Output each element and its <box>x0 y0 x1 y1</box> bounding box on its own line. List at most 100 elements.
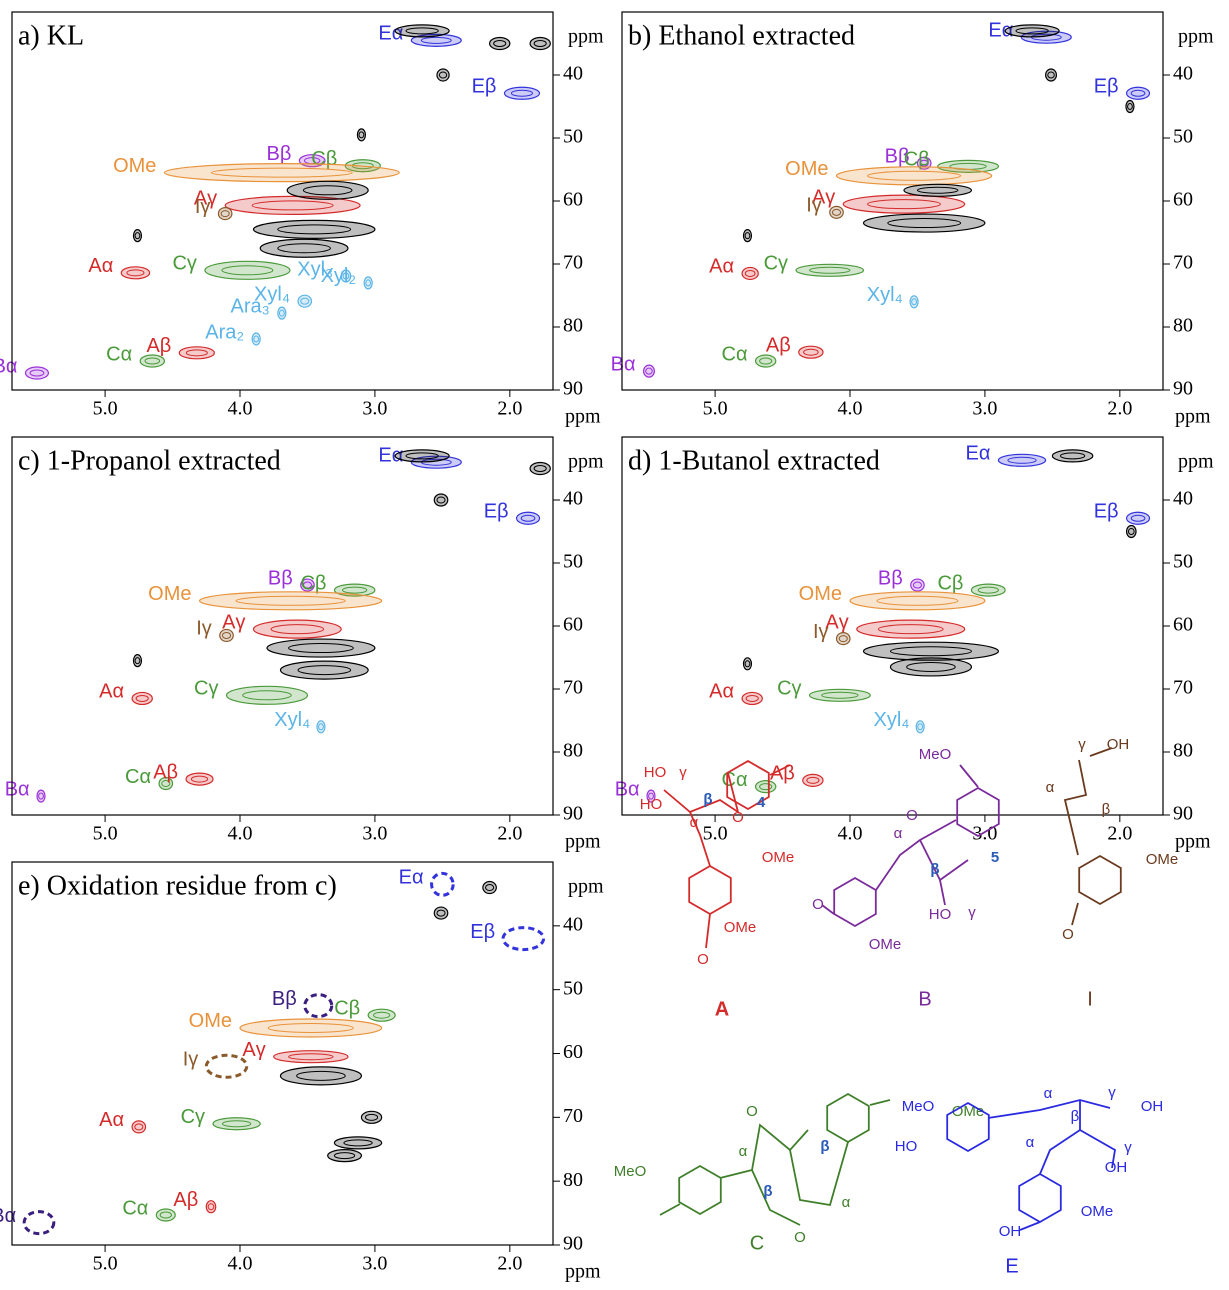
atom-label: α <box>739 1143 748 1160</box>
cross-peak <box>830 206 843 218</box>
ring <box>1019 1174 1061 1222</box>
atom-label: OMe <box>724 919 757 936</box>
atom-label: α <box>690 814 699 831</box>
x-tick-label: 4.0 <box>228 1253 253 1275</box>
cross-peak <box>186 773 213 785</box>
cross-peak <box>504 87 539 99</box>
x-tick-label: 3.0 <box>362 398 387 420</box>
cross-peak <box>1046 69 1057 81</box>
y-tick-label: 60 <box>563 1041 583 1063</box>
peak-label: Aβ <box>146 335 171 357</box>
bond <box>752 1170 800 1225</box>
bond <box>1040 1130 1080 1174</box>
x-tick-label: 2.0 <box>497 398 522 420</box>
atom-label: O <box>732 809 744 826</box>
cross-peak <box>395 25 449 37</box>
x-tick-label: 2.0 <box>497 1253 522 1275</box>
atom-label: α <box>1046 779 1055 796</box>
bond <box>1065 760 1086 855</box>
peak-label: Aα <box>709 256 734 278</box>
x-tick-label: 5.0 <box>93 1253 118 1275</box>
y-tick-label: 60 <box>563 614 583 636</box>
peak-label: Aα <box>99 1109 124 1131</box>
cross-peak <box>287 181 368 199</box>
y-tick-label: 40 <box>563 63 583 85</box>
ring <box>827 1094 869 1142</box>
cross-peak <box>857 620 965 638</box>
x-axis-unit: ppm <box>565 831 601 853</box>
atom-label: γ <box>1124 1139 1132 1156</box>
peak-label: Cγ <box>172 253 196 275</box>
cross-peak <box>911 579 924 591</box>
peak-label: Eβ <box>472 76 497 98</box>
cross-peak <box>837 167 992 185</box>
y-tick-label: 50 <box>1173 126 1193 148</box>
cross-peak <box>483 882 496 894</box>
peak-label: Cα <box>722 769 748 791</box>
y-tick-label: 50 <box>563 126 583 148</box>
peak-label: Aα <box>99 681 124 703</box>
y-tick-label: 60 <box>1173 614 1193 636</box>
cross-peak <box>1052 450 1092 462</box>
atom-label: MeO <box>919 746 952 763</box>
atom-label: α <box>1044 1085 1053 1102</box>
cross-peak <box>799 346 823 358</box>
atom-label: O <box>746 1103 758 1120</box>
figure: EαEβBβCβOMeAγIγAαCγBαCαAβXyl₃Xyl₂Xyl₄Ara… <box>0 0 1229 1290</box>
peak-label: Bβ <box>267 143 292 165</box>
peak-label: OMe <box>113 155 156 177</box>
y-axis-unit: ppm <box>1178 451 1214 473</box>
cross-peak <box>25 367 48 379</box>
y-tick-label: 40 <box>1173 63 1193 85</box>
peak-label: Eα <box>966 443 991 465</box>
atom-label: OMe <box>869 936 902 953</box>
x-tick-label: 5.0 <box>93 823 118 845</box>
cross-peak <box>156 1209 175 1221</box>
y-tick-label: 60 <box>1173 189 1193 211</box>
structure-name: B <box>918 988 931 1010</box>
cross-peak <box>843 195 964 213</box>
peak-label: Xyl₄ <box>274 709 310 731</box>
peak-label: Bβ <box>268 567 293 589</box>
peak-label: Iγ <box>806 195 822 217</box>
peak-label: Eβ <box>1094 76 1119 98</box>
cross-peak <box>218 208 231 220</box>
structure-name: C <box>750 1232 764 1254</box>
cross-peak <box>361 1111 381 1123</box>
atom-label: β <box>1102 801 1111 818</box>
peak-label: Bα <box>0 355 17 377</box>
peak-label: Cβ <box>334 997 360 1019</box>
atom-label: α <box>1026 1134 1035 1151</box>
cross-peak <box>280 1067 361 1085</box>
cross-peak <box>220 629 233 641</box>
y-tick-label: 70 <box>563 1105 583 1127</box>
atom-label: OH <box>1141 1098 1164 1115</box>
atom-label: α <box>842 1194 851 1211</box>
atom-label: O <box>812 896 824 913</box>
cross-peak <box>240 1019 382 1037</box>
peak-label: Eβ <box>470 921 495 943</box>
cross-peak <box>179 347 214 359</box>
cross-peak <box>742 692 762 704</box>
x-axis-unit: ppm <box>565 1261 601 1283</box>
y-tick-label: 50 <box>1173 551 1193 573</box>
atom-label: 5 <box>991 849 999 866</box>
cross-peak <box>213 1118 260 1130</box>
cross-peak <box>328 1150 362 1162</box>
atom-label: HO <box>895 1138 918 1155</box>
cross-peak <box>644 365 655 377</box>
bond <box>1020 1222 1040 1230</box>
cross-peak <box>971 584 1005 596</box>
panel-title: d) 1-Butanol extracted <box>628 445 880 476</box>
x-tick-label: 2.0 <box>1107 823 1132 845</box>
cross-peak <box>530 38 550 50</box>
x-axis-unit: ppm <box>565 406 601 428</box>
bond <box>876 820 956 890</box>
peak-label: Aβ <box>173 1189 198 1211</box>
peak-label: Xyl₂ <box>321 265 357 287</box>
cross-peak <box>863 214 984 232</box>
peak-label: Bβ <box>272 988 297 1010</box>
cross-peak <box>121 267 149 279</box>
atom-label: OMe <box>952 1103 985 1120</box>
atom-label: β <box>763 1183 772 1200</box>
